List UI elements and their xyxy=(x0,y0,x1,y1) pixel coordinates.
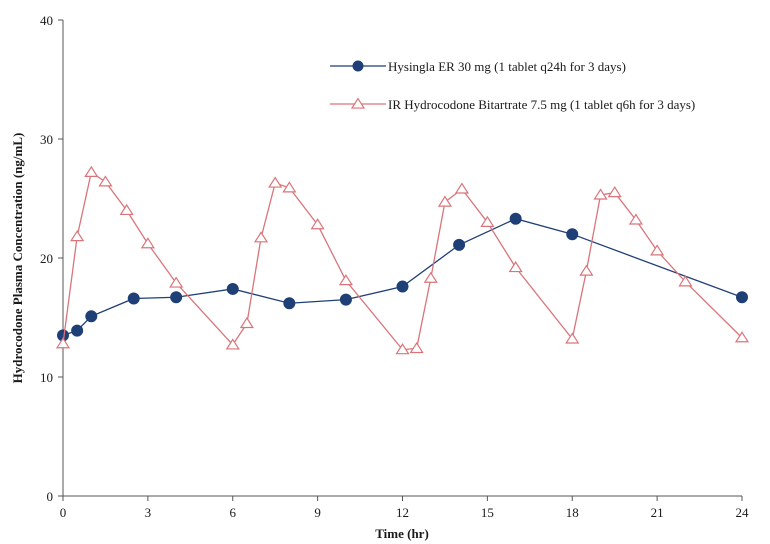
series-line xyxy=(62,218,743,336)
series-2 xyxy=(55,165,750,355)
legend-marker xyxy=(352,60,364,72)
data-point xyxy=(678,275,693,287)
data-point xyxy=(84,165,99,177)
data-point xyxy=(339,293,352,306)
y-tick-label: 10 xyxy=(40,370,53,385)
y-ticks: 0 10 20 30 40 xyxy=(40,13,63,504)
data-point xyxy=(650,244,665,256)
y-tick-label: 0 xyxy=(47,489,54,504)
data-point xyxy=(268,176,283,188)
data-point xyxy=(119,203,134,216)
legend: Hysingla ER 30 mg (1 tablet q24h for 3 d… xyxy=(330,59,695,112)
data-point xyxy=(607,186,622,198)
x-tick-label: 3 xyxy=(145,505,152,520)
x-tick-label: 24 xyxy=(736,505,750,520)
x-tick-label: 6 xyxy=(230,505,237,520)
data-point xyxy=(253,231,269,243)
data-point xyxy=(437,195,453,207)
data-point xyxy=(55,337,71,349)
data-point xyxy=(396,280,409,293)
data-point xyxy=(239,316,254,329)
data-point xyxy=(409,341,424,354)
data-point xyxy=(338,274,354,286)
x-tick-label: 12 xyxy=(396,505,409,520)
data-point xyxy=(509,212,522,225)
axes xyxy=(62,20,742,497)
data-point xyxy=(566,228,579,241)
data-point xyxy=(310,218,325,230)
data-point xyxy=(628,213,643,225)
data-point xyxy=(480,215,495,227)
data-point xyxy=(453,238,466,251)
y-tick-label: 40 xyxy=(40,13,53,28)
x-ticks: 0 3 6 9 12 15 18 21 24 xyxy=(60,496,749,520)
x-tick-label: 15 xyxy=(481,505,494,520)
data-point xyxy=(736,291,748,304)
data-point xyxy=(593,188,608,200)
legend-marker xyxy=(350,97,366,109)
data-point xyxy=(282,181,297,193)
legend-label: Hysingla ER 30 mg (1 tablet q24h for 3 d… xyxy=(388,59,626,74)
data-point xyxy=(127,292,140,305)
data-point xyxy=(225,338,240,350)
data-point xyxy=(423,271,438,283)
x-tick-label: 21 xyxy=(651,505,664,520)
data-point xyxy=(85,310,98,323)
data-point xyxy=(140,237,155,249)
data-point xyxy=(454,182,470,194)
data-point xyxy=(170,291,183,304)
data-point xyxy=(226,282,239,295)
series-1 xyxy=(57,212,748,342)
legend-label: IR Hydrocodone Bitartrate 7.5 mg (1 tabl… xyxy=(388,97,695,112)
x-tick-label: 18 xyxy=(566,505,579,520)
y-tick-label: 20 xyxy=(40,251,53,266)
legend-item-2: IR Hydrocodone Bitartrate 7.5 mg (1 tabl… xyxy=(330,97,695,112)
series-line xyxy=(62,171,743,351)
x-tick-label: 9 xyxy=(314,505,321,520)
x-tick-label: 0 xyxy=(60,505,67,520)
data-point xyxy=(98,175,113,187)
data-point xyxy=(508,261,523,273)
x-axis-title: Time (hr) xyxy=(375,526,429,541)
data-point xyxy=(734,331,750,343)
data-point xyxy=(169,276,184,288)
data-point xyxy=(579,264,594,276)
y-axis-title: Hydrocodone Plasma Concentration (ng/mL) xyxy=(10,133,25,384)
legend-item-1: Hysingla ER 30 mg (1 tablet q24h for 3 d… xyxy=(330,59,626,74)
data-point xyxy=(283,297,296,310)
y-tick-label: 30 xyxy=(40,132,53,147)
data-point xyxy=(395,343,410,355)
series-group xyxy=(55,165,750,355)
data-point xyxy=(71,324,84,337)
data-point xyxy=(565,332,580,344)
data-point xyxy=(70,230,85,242)
